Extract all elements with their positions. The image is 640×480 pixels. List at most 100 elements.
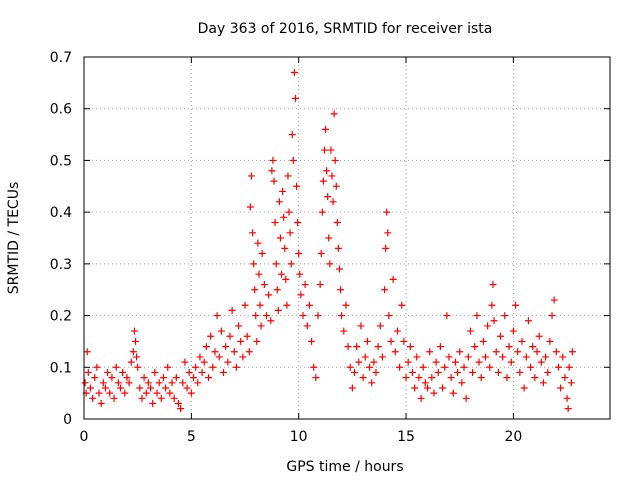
data-point-plus-marker: [265, 291, 273, 299]
data-point-plus-marker: [417, 394, 425, 402]
data-point-plus-marker: [554, 363, 562, 371]
data-point-plus-marker: [398, 301, 406, 309]
data-point-plus-marker: [387, 337, 395, 345]
data-point-plus-marker: [520, 384, 528, 392]
data-point-plus-marker: [389, 275, 397, 283]
data-point-plus-marker: [374, 343, 382, 351]
data-point-plus-marker: [133, 353, 141, 361]
data-point-plus-marker: [295, 250, 303, 258]
data-point-plus-marker: [136, 384, 144, 392]
data-point-plus-marker: [283, 301, 291, 309]
data-point-plus-marker: [332, 182, 340, 190]
data-point-plus-marker: [314, 312, 322, 320]
data-point-plus-marker: [351, 368, 359, 376]
data-point-plus-marker: [445, 353, 453, 361]
data-point-plus-marker: [568, 348, 576, 356]
data-point-plus-marker: [323, 167, 331, 175]
data-point-plus-marker: [464, 353, 472, 361]
data-point-plus-marker: [168, 379, 176, 387]
y-tick-label: 0: [63, 412, 72, 428]
data-point-plus-marker: [346, 363, 354, 371]
data-point-plus-marker: [172, 374, 180, 382]
data-point-plus-marker: [183, 384, 191, 392]
data-point-plus-marker: [299, 312, 307, 320]
grid-lines: [84, 57, 610, 419]
data-point-plus-marker: [174, 399, 182, 407]
data-point-plus-marker: [155, 379, 163, 387]
data-point-plus-marker: [127, 358, 135, 366]
data-point-plus-marker: [319, 177, 327, 185]
x-tick-label: 10: [290, 429, 308, 445]
data-point-plus-marker: [338, 312, 346, 320]
data-point-plus-marker: [439, 384, 447, 392]
y-tick-label: 0.4: [50, 205, 72, 221]
axis-ticks: [83, 56, 610, 420]
data-point-plus-marker: [353, 343, 361, 351]
data-point-plus-marker: [488, 301, 496, 309]
data-point-plus-marker: [294, 218, 302, 226]
data-point-plus-marker: [285, 208, 293, 216]
x-tick-label: 5: [187, 429, 196, 445]
data-point-plus-marker: [475, 358, 483, 366]
data-point-plus-marker: [466, 327, 474, 335]
data-point-plus-marker: [376, 322, 384, 330]
data-point-plus-marker: [149, 399, 157, 407]
data-point-plus-marker: [484, 322, 492, 330]
data-point-plus-marker: [241, 301, 249, 309]
data-point-plus-marker: [411, 384, 419, 392]
data-point-plus-marker: [497, 332, 505, 340]
data-point-plus-marker: [415, 374, 423, 382]
data-point-plus-marker: [209, 363, 217, 371]
data-point-plus-marker: [275, 198, 283, 206]
data-point-plus-marker: [291, 94, 299, 102]
data-point-plus-marker: [194, 379, 202, 387]
data-point-plus-marker: [249, 229, 257, 237]
data-point-plus-marker: [138, 394, 146, 402]
data-point-plus-marker: [428, 374, 436, 382]
data-point-plus-marker: [239, 353, 247, 361]
data-point-plus-marker: [402, 374, 410, 382]
data-point-plus-marker: [505, 343, 513, 351]
data-point-plus-marker: [189, 374, 197, 382]
data-point-plus-marker: [419, 363, 427, 371]
data-point-plus-marker: [196, 353, 204, 361]
data-point-plus-marker: [207, 332, 215, 340]
data-point-plus-marker: [243, 332, 251, 340]
data-point-plus-marker: [335, 265, 343, 273]
data-point-plus-marker: [252, 312, 260, 320]
data-point-plus-marker: [282, 275, 290, 283]
x-tick-label: 15: [397, 429, 415, 445]
data-point-plus-marker: [368, 379, 376, 387]
data-point-plus-marker: [93, 363, 101, 371]
data-point-plus-marker: [86, 384, 94, 392]
data-point-plus-marker: [185, 368, 193, 376]
data-point-plus-marker: [205, 374, 213, 382]
data-point-plus-marker: [383, 208, 391, 216]
data-point-plus-marker: [441, 363, 449, 371]
data-point-plus-marker: [322, 125, 330, 133]
data-point-plus-marker: [404, 358, 412, 366]
data-point-plus-marker: [255, 270, 263, 278]
data-point-plus-marker: [222, 343, 230, 351]
y-tick-label: 0.3: [50, 257, 72, 273]
y-tick-label: 0.5: [50, 153, 72, 169]
data-point-plus-marker: [557, 384, 565, 392]
data-point-plus-marker: [271, 218, 279, 226]
data-point-plus-marker: [181, 358, 189, 366]
data-point-plus-marker: [123, 374, 131, 382]
data-point-plus-marker: [370, 358, 378, 366]
data-point-plus-marker: [91, 374, 99, 382]
data-point-plus-marker: [290, 69, 298, 77]
data-point-plus-marker: [220, 368, 228, 376]
data-point-plus-marker: [250, 260, 258, 268]
data-point-plus-marker: [232, 363, 240, 371]
data-point-plus-marker: [492, 348, 500, 356]
data-point-plus-marker: [112, 363, 120, 371]
data-point-plus-marker: [430, 389, 438, 397]
data-point-plus-marker: [531, 374, 539, 382]
data-point-plus-marker: [326, 260, 334, 268]
data-point-plus-marker: [320, 146, 328, 154]
data-point-plus-marker: [391, 348, 399, 356]
x-axis-label: GPS time / hours: [286, 459, 403, 475]
data-point-plus-marker: [230, 348, 238, 356]
